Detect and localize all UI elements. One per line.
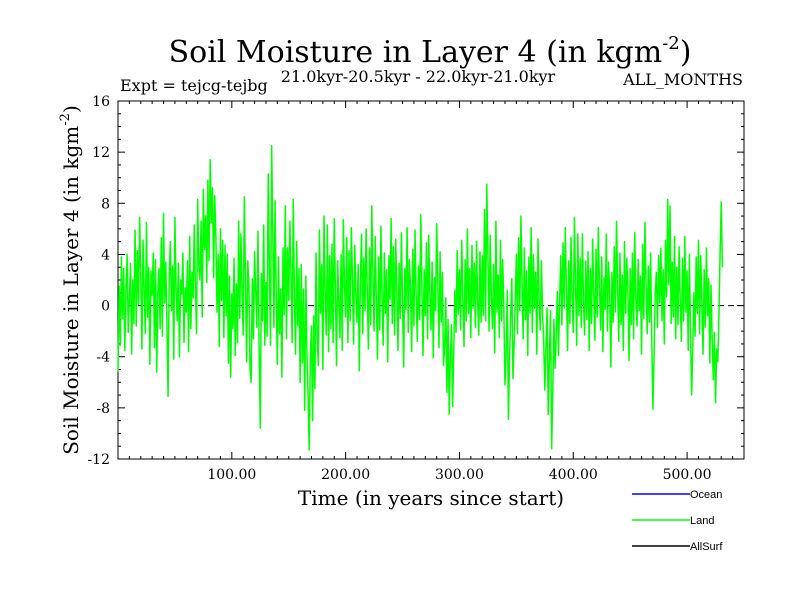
y-tick-label: 4 <box>101 247 110 263</box>
legend-label-allsurf: AllSurf <box>690 541 723 553</box>
x-tick-label: 300.00 <box>435 467 484 483</box>
expt-label: Expt = tejcg-tejbg <box>120 76 268 95</box>
y-tick-label: 16 <box>92 94 110 110</box>
y-axis-label: Soil Moisture in Layer 4 (in kgm-2) <box>58 105 83 455</box>
x-axis-label: Time (in years since start) <box>298 486 564 510</box>
y-axis-label-sup: -2 <box>58 113 73 126</box>
y-tick-label: -8 <box>96 401 110 417</box>
y-tick-label: 12 <box>92 145 110 161</box>
months-label: ALL_MONTHS <box>622 70 743 89</box>
x-tick-label: 100.00 <box>207 467 256 483</box>
y-tick-label: -12 <box>87 452 110 468</box>
series-line-land <box>117 145 724 451</box>
x-axis: 100.00 200.00 300.00 400.00 500.00 <box>128 101 734 483</box>
legend-label-land: Land <box>690 515 714 527</box>
x-tick-label: 200.00 <box>321 467 370 483</box>
x-tick-label: 400.00 <box>549 467 598 483</box>
chart-title: Soil Moisture in Layer 4 (in kgm-2) <box>169 33 692 70</box>
legend-label-ocean: Ocean <box>690 489 722 501</box>
legend: Ocean Land AllSurf <box>632 489 723 553</box>
y-tick-label: 8 <box>101 196 110 212</box>
y-tick-label: -4 <box>96 350 110 366</box>
chart-title-close: ) <box>680 35 692 70</box>
period-label: 21.0kyr-20.5kyr - 22.0kyr-21.0kyr <box>281 67 556 86</box>
chart-title-sup: -2 <box>662 33 680 54</box>
x-tick-label: 500.00 <box>663 467 712 483</box>
chart-title-main: Soil Moisture in Layer 4 (in kgm <box>169 35 663 70</box>
y-axis-label-close: ) <box>59 105 83 113</box>
y-axis-label-main: Soil Moisture in Layer 4 (in kgm <box>59 126 83 455</box>
y-tick-label: 0 <box>101 299 110 315</box>
